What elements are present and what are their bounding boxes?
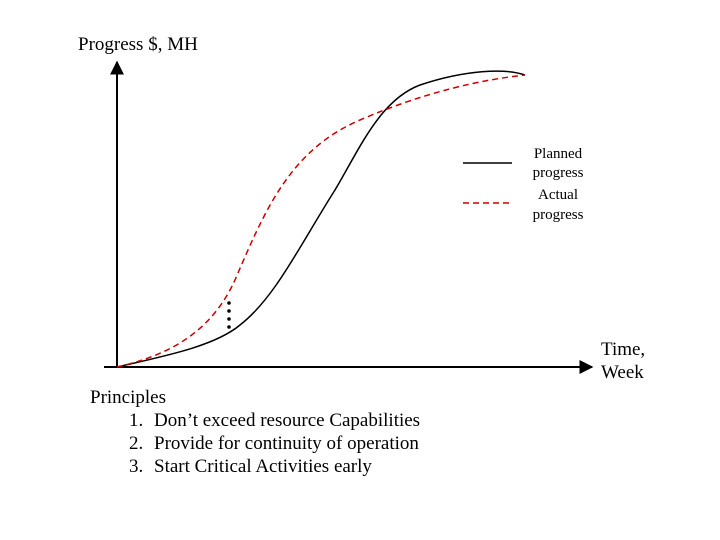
actual-progress-curve	[116, 74, 526, 368]
principles-block: Principles Don’t exceed resource Capabil…	[90, 386, 420, 478]
legend-planned-label-1: Planned	[533, 146, 583, 162]
principle-item: Provide for continuity of operation	[148, 432, 420, 455]
x-axis-label-time: Time,	[601, 339, 646, 360]
principle-item: Don’t exceed resource Capabilities	[148, 409, 420, 432]
legend-actual-label-2: progress	[532, 207, 584, 223]
deviation-dots	[227, 301, 231, 329]
planned-progress-curve	[116, 70, 526, 368]
principles-heading: Principles	[90, 387, 166, 408]
principle-item: Start Critical Activities early	[148, 455, 420, 478]
legend-planned-label-2: progress	[532, 165, 584, 181]
legend-actual-label-1: Actual	[538, 187, 578, 203]
principles-list: Don’t exceed resource Capabilities Provi…	[90, 409, 420, 478]
x-axis-label-week: Week	[601, 362, 644, 383]
y-axis-label: Progress $, MH	[78, 34, 198, 55]
